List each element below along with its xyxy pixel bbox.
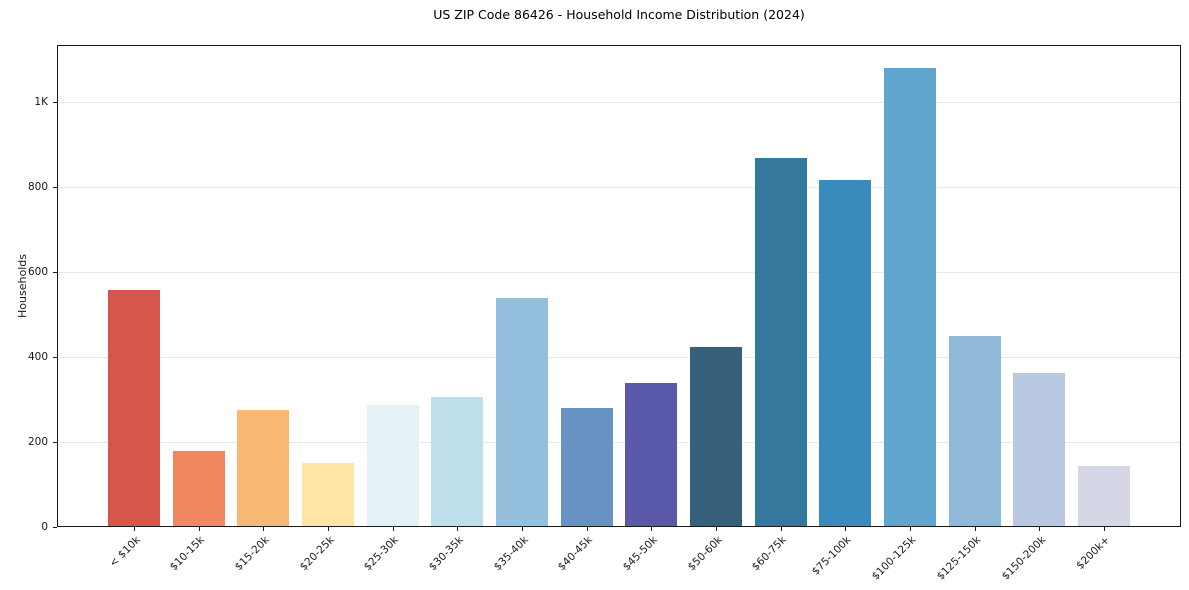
y-axis-tick-label: 1K bbox=[34, 95, 48, 108]
bar-150-200k bbox=[1013, 373, 1066, 527]
x-axis-tick-label: $45-50k bbox=[620, 534, 660, 574]
y-tick-mark bbox=[53, 441, 57, 443]
gridline bbox=[58, 271, 1180, 273]
x-tick-mark bbox=[780, 527, 782, 531]
x-tick-mark bbox=[392, 527, 394, 531]
x-tick-mark bbox=[845, 527, 847, 531]
x-axis-tick-label: $10-15k bbox=[168, 534, 208, 574]
y-axis-tick-label: 200 bbox=[27, 435, 48, 448]
y-tick-mark bbox=[53, 186, 57, 188]
gridline bbox=[58, 101, 1180, 103]
x-axis-tick-label: $125-150k bbox=[934, 534, 984, 583]
x-axis-tick-label: $40-45k bbox=[556, 534, 596, 574]
gridline bbox=[58, 186, 1180, 188]
bar-125-150k bbox=[948, 336, 1001, 527]
bar-35-40k bbox=[496, 298, 548, 527]
x-tick-mark bbox=[134, 527, 135, 531]
bar-200k bbox=[1078, 465, 1130, 527]
y-axis-tick-label: 400 bbox=[27, 350, 48, 363]
x-tick-mark bbox=[1104, 527, 1105, 531]
y-tick-mark bbox=[53, 271, 57, 273]
x-axis-tick-label: $60-75k bbox=[750, 534, 790, 574]
x-tick-mark bbox=[1039, 527, 1041, 531]
x-axis-tick-label: $35-40k bbox=[491, 534, 531, 574]
x-axis-tick-label: $150-200k bbox=[999, 534, 1048, 583]
bar-75-100k bbox=[819, 179, 872, 527]
gridline bbox=[58, 356, 1180, 358]
gridline bbox=[58, 441, 1180, 443]
x-axis-tick-label: $75-100k bbox=[810, 534, 854, 578]
bar-10k bbox=[108, 290, 160, 527]
chart-title: US ZIP Code 86426 - Household Income Dis… bbox=[433, 7, 805, 22]
x-axis-tick-label: $30-35k bbox=[426, 534, 466, 574]
x-axis-tick-label: $20-25k bbox=[297, 534, 337, 574]
y-tick-mark bbox=[53, 101, 57, 103]
x-axis-tick-label: $15-20k bbox=[232, 534, 272, 574]
x-tick-mark bbox=[198, 527, 200, 531]
y-tick-mark bbox=[53, 527, 57, 528]
y-axis-tick-label: 800 bbox=[27, 180, 48, 193]
x-tick-mark bbox=[586, 527, 588, 531]
bar-15-20k bbox=[237, 410, 290, 527]
x-tick-mark bbox=[263, 527, 265, 531]
x-axis-tick-label: $25-30k bbox=[362, 534, 402, 574]
x-tick-mark bbox=[328, 527, 329, 531]
bar-10-15k bbox=[172, 451, 225, 527]
y-axis-tick-label: 600 bbox=[27, 265, 48, 278]
x-axis-tick-label: $50-60k bbox=[685, 534, 725, 574]
bar-50-60k bbox=[690, 346, 742, 527]
x-axis-tick-label: < $10k bbox=[106, 534, 143, 570]
bar-45-50k bbox=[625, 383, 678, 527]
y-axis-label: Households bbox=[16, 254, 29, 318]
x-tick-mark bbox=[651, 527, 653, 531]
bar-40-45k bbox=[560, 407, 613, 527]
y-axis-tick-label: 0 bbox=[41, 521, 48, 533]
bar-100-125k bbox=[884, 67, 936, 527]
x-tick-mark bbox=[974, 527, 976, 531]
x-tick-mark bbox=[457, 527, 459, 531]
bar-20-25k bbox=[302, 463, 354, 527]
y-tick-mark bbox=[53, 356, 57, 358]
bar-25-30k bbox=[366, 405, 419, 527]
x-tick-mark bbox=[716, 527, 717, 531]
x-tick-mark bbox=[910, 527, 911, 531]
bar-30-35k bbox=[431, 397, 484, 527]
bar-60-75k bbox=[754, 158, 807, 527]
x-tick-mark bbox=[522, 527, 523, 531]
x-axis-tick-label: $100-125k bbox=[869, 534, 919, 583]
x-axis-tick-label: $200k+ bbox=[1074, 534, 1113, 572]
